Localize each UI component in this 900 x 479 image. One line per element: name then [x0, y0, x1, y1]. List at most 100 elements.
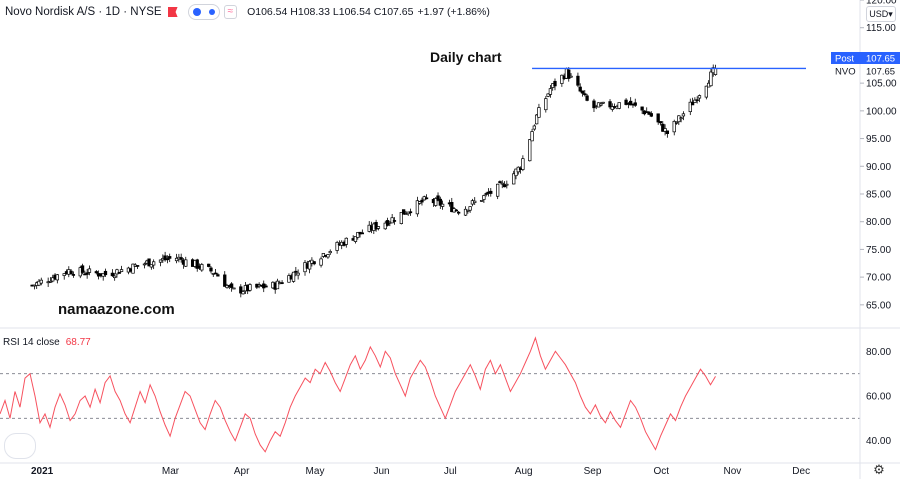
candle-body — [103, 270, 108, 276]
currency-label: USD — [869, 9, 889, 19]
candle-body — [135, 265, 140, 267]
market-status-toggle[interactable] — [187, 4, 220, 20]
rsi-line — [0, 336, 716, 453]
price-tick-label: 65.00 — [866, 300, 891, 311]
moon-icon — [192, 8, 201, 16]
candle-body — [200, 264, 204, 271]
time-tick-label: Aug — [515, 466, 533, 477]
candle-body — [688, 101, 692, 113]
symbol-title[interactable]: Novo Nordisk A/S · 1D · NYSE — [5, 6, 162, 18]
ohlc-values: O106.54 H108.33 L106.54 C107.65 — [247, 6, 414, 18]
candle-body — [312, 261, 316, 265]
candle-body — [71, 274, 76, 276]
candle-body — [580, 90, 585, 94]
candle-body — [553, 80, 557, 87]
candle-body — [489, 190, 493, 194]
rsi-pane — [0, 336, 860, 464]
candle-body — [679, 117, 683, 120]
currency-select[interactable]: USD ▾ — [866, 6, 896, 22]
candle-body — [229, 283, 234, 288]
candle-body — [583, 93, 587, 96]
time-tick-label: Sep — [584, 466, 602, 477]
candle-body — [438, 198, 442, 206]
candle-body — [119, 269, 124, 272]
price-tick-label: 80.00 — [866, 217, 891, 228]
chart-header: Novo Nordisk A/S · 1D · NYSE ≈ O106.54 H… — [0, 0, 860, 24]
candle-body — [165, 258, 170, 261]
candle-body — [560, 74, 564, 84]
candle-body — [454, 209, 459, 212]
candle-body — [693, 99, 697, 103]
candle-body — [163, 255, 167, 261]
candle-body — [404, 213, 408, 215]
candle-body — [482, 195, 486, 200]
candle-body — [147, 258, 151, 267]
post-tag-label: Post — [835, 54, 854, 65]
candle-body — [624, 99, 628, 105]
candle-body — [640, 106, 644, 111]
price-pane — [30, 64, 806, 298]
post-price-tag — [831, 52, 900, 64]
candle-body — [578, 86, 582, 92]
scroll-button[interactable] — [4, 433, 36, 459]
price-tick-label: 90.00 — [866, 162, 891, 173]
time-tick-label: May — [306, 466, 325, 477]
candle-body — [399, 212, 403, 224]
candle-body — [209, 267, 213, 272]
candle-body — [695, 99, 699, 102]
candle-body — [69, 270, 73, 275]
candle-body — [576, 75, 580, 86]
approx-icon[interactable]: ≈ — [223, 5, 238, 19]
candle-body — [420, 199, 424, 203]
candle-body — [512, 173, 516, 185]
flag-icon[interactable] — [167, 7, 178, 17]
candle-body — [500, 182, 504, 185]
candle-body — [62, 273, 66, 276]
candle-body — [466, 209, 470, 212]
price-tick-label: 70.00 — [866, 273, 891, 284]
ticker-tag-value: 107.65 — [866, 67, 895, 78]
candle-body — [248, 284, 252, 291]
candle-body — [223, 274, 227, 287]
candle-body — [142, 263, 147, 266]
candle-body — [498, 181, 502, 184]
candle-body — [216, 274, 220, 277]
candle-body — [617, 102, 621, 109]
candle-body — [408, 211, 413, 214]
price-change: +1.97 (+1.86%) — [417, 6, 490, 18]
rsi-tick-label: 40.00 — [866, 436, 891, 447]
candle-body — [658, 121, 663, 124]
candle-body — [697, 95, 702, 99]
candle-body — [440, 203, 445, 207]
status-dot-icon — [208, 9, 215, 15]
candle-body — [502, 184, 507, 188]
candle-body — [168, 256, 172, 259]
time-tick-label: Oct — [654, 466, 670, 477]
candle-body — [48, 280, 53, 283]
candle-body — [569, 75, 573, 78]
candle-body — [592, 100, 596, 109]
candle-body — [690, 101, 695, 106]
time-tick-label: Mar — [162, 466, 180, 477]
candle-body — [521, 158, 525, 170]
candle-body — [479, 200, 484, 202]
candle-body — [544, 98, 548, 111]
candle-body — [608, 101, 612, 108]
candle-body — [401, 209, 406, 215]
candle-body — [567, 69, 571, 79]
candle-body — [534, 114, 539, 125]
candle-body — [473, 200, 477, 203]
candle-body — [496, 183, 500, 197]
rsi-legend-value: 68.77 — [65, 337, 91, 348]
candle-body — [294, 270, 298, 273]
candle-body — [275, 280, 280, 290]
gear-icon[interactable]: ⚙ — [873, 462, 885, 477]
candle-body — [344, 237, 348, 245]
candle-body — [174, 257, 179, 262]
time-tick-label: Dec — [792, 466, 810, 477]
rsi-legend[interactable]: RSI 14 close 68.77 — [3, 337, 91, 348]
candle-body — [530, 131, 534, 142]
candle-body — [232, 287, 236, 290]
candle-body — [528, 139, 532, 162]
